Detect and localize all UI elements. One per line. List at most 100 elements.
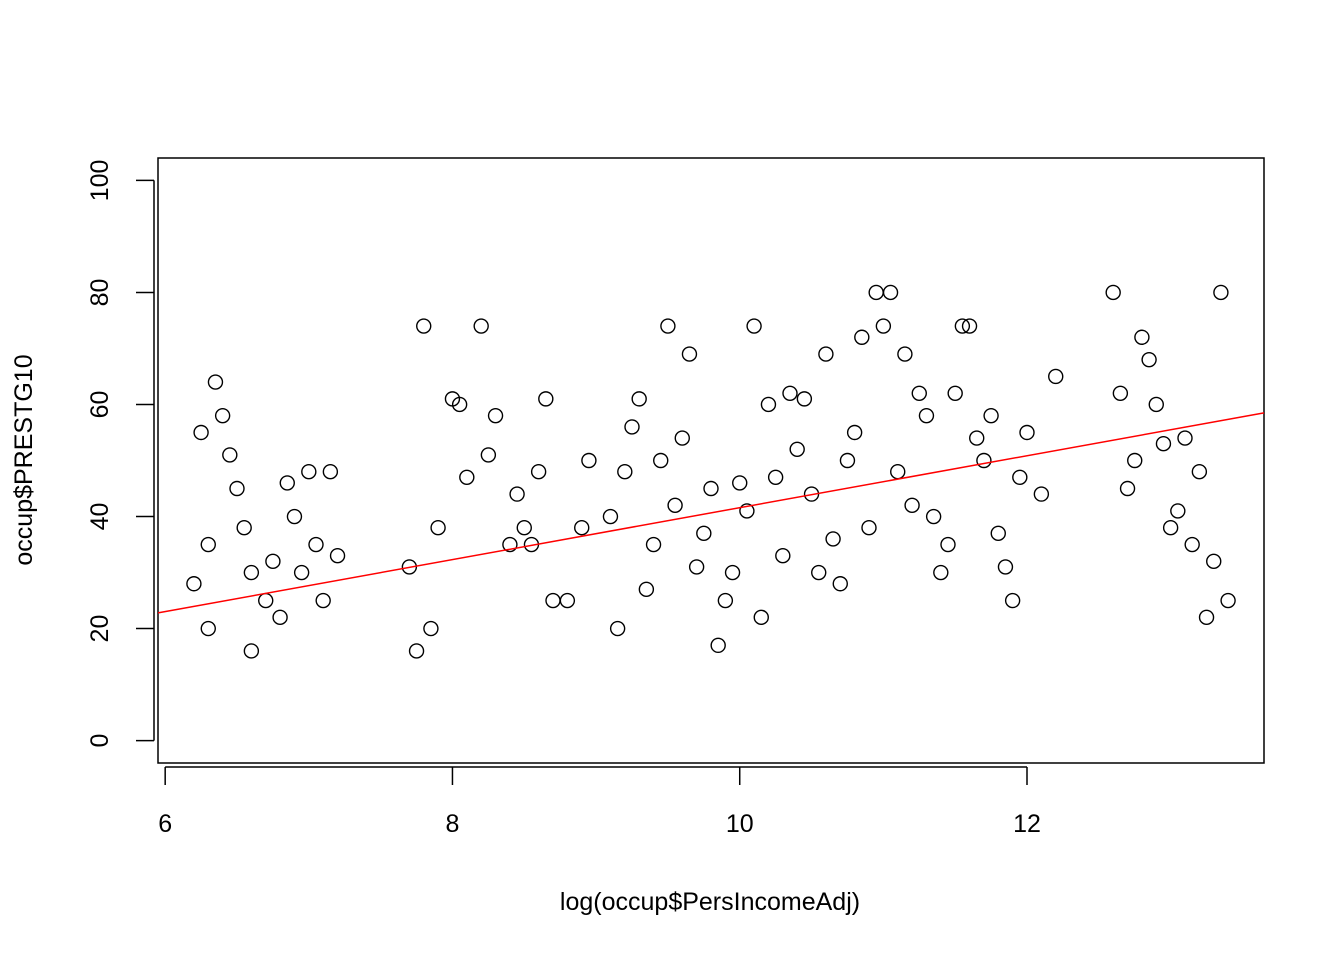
regression-line (157, 412, 1265, 614)
data-point (1127, 452, 1143, 469)
data-point (746, 318, 762, 334)
data-point (293, 564, 310, 581)
x-axis: 6 8 10 12 (158, 766, 1041, 838)
data-point (1170, 503, 1186, 519)
data-point (674, 430, 690, 446)
data-point (193, 424, 209, 441)
data-point (854, 329, 870, 345)
data-point (214, 407, 231, 424)
data-point (1141, 351, 1157, 368)
data-point (667, 497, 683, 514)
x-tick-label: 8 (446, 810, 460, 838)
data-point (645, 536, 662, 553)
data-point (839, 452, 856, 469)
x-tick-label: 10 (726, 810, 754, 838)
data-point (976, 452, 992, 469)
data-point (609, 620, 626, 637)
data-point (581, 452, 597, 469)
data-point (222, 447, 238, 463)
data-point (1206, 553, 1222, 570)
data-point (947, 385, 963, 401)
x-tick-label: 6 (158, 810, 172, 838)
data-point (811, 564, 827, 581)
data-point (703, 480, 719, 497)
data-point (574, 520, 590, 536)
data-point (229, 480, 245, 497)
data-point (818, 346, 834, 362)
data-point (1191, 464, 1208, 480)
data-point (961, 318, 978, 334)
data-point (430, 520, 446, 536)
data-point (509, 486, 525, 502)
y-tick-label: 60 (86, 391, 114, 419)
data-point (1184, 536, 1200, 553)
data-point (408, 643, 425, 659)
data-points (186, 284, 1236, 659)
plot-box (157, 157, 1265, 764)
data-point (243, 643, 260, 659)
data-point (882, 284, 899, 301)
data-point (315, 592, 331, 609)
data-point (846, 424, 863, 441)
data-point (459, 469, 475, 486)
y-tick-label: 0 (86, 734, 114, 748)
y-axis-label: occup$PRESTG10 (10, 354, 38, 565)
data-point (423, 620, 439, 637)
data-point (207, 374, 224, 390)
data-point (286, 508, 303, 525)
data-point (545, 592, 561, 609)
y-tick-label: 20 (86, 615, 114, 643)
data-point (890, 464, 906, 480)
data-point (1119, 480, 1136, 497)
y-axis: 0 20 40 60 80 100 (86, 160, 155, 748)
data-point (732, 475, 748, 491)
data-point (983, 407, 999, 424)
data-point (1162, 520, 1179, 536)
data-point (624, 419, 640, 435)
data-point (969, 430, 985, 446)
data-point (1019, 424, 1035, 441)
data-point (688, 559, 705, 575)
y-tick-label: 40 (86, 503, 114, 531)
data-point (925, 508, 942, 525)
y-tick-label: 100 (86, 160, 114, 202)
data-point (696, 525, 712, 542)
data-point (1105, 284, 1121, 301)
data-point (1134, 329, 1150, 345)
data-point (940, 536, 956, 553)
data-point (832, 576, 848, 592)
data-point (681, 346, 698, 362)
data-point (918, 407, 935, 424)
data-point (186, 576, 202, 592)
data-point (660, 318, 676, 334)
data-point (1213, 284, 1229, 301)
data-point (1148, 396, 1164, 413)
data-point (1112, 385, 1129, 401)
data-point (416, 318, 432, 334)
x-axis-label: log(occup$PersIncomeAdj) (560, 888, 860, 916)
data-point (602, 508, 619, 525)
data-point (782, 385, 798, 401)
data-point (1177, 430, 1193, 446)
data-point (451, 396, 468, 413)
data-point (710, 637, 726, 654)
data-point (775, 548, 791, 564)
data-point (825, 531, 841, 547)
data-point (1012, 469, 1028, 486)
data-point (322, 464, 339, 480)
data-point (954, 318, 971, 334)
data-point (530, 464, 547, 480)
data-point (789, 441, 805, 457)
data-point (653, 452, 669, 469)
data-point (1198, 609, 1215, 626)
data-point (1048, 368, 1064, 385)
data-point (1155, 435, 1172, 452)
data-point (200, 536, 216, 553)
data-point (301, 464, 317, 480)
data-point (538, 391, 554, 407)
data-point (753, 609, 769, 626)
y-tick-label: 80 (86, 279, 114, 307)
data-point (265, 553, 281, 570)
data-point (279, 475, 295, 491)
